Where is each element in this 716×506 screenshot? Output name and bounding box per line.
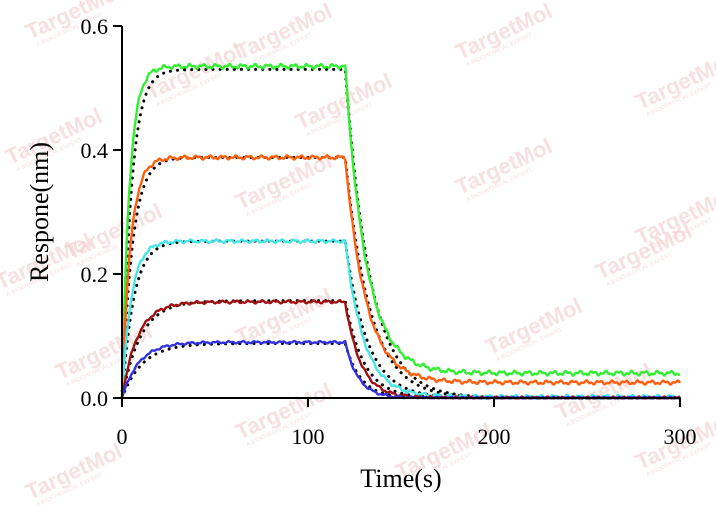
- watermark-brand: TargetMol: [22, 0, 126, 45]
- y-tick-label: 0.2: [81, 262, 109, 287]
- series-orange-line: [120, 154, 681, 399]
- watermark-brand: TargetMol: [232, 283, 336, 349]
- fit-green-line: [120, 67, 682, 400]
- fit-cyan-line: [120, 239, 682, 400]
- ticks: 0 100 200 300 0.0 0.2 0.4 0.6: [81, 14, 697, 449]
- x-tick-label: 0: [117, 424, 128, 449]
- watermark-brand: TargetMol: [292, 68, 396, 134]
- y-tick-label: 0.4: [81, 138, 109, 163]
- x-tick-label: 100: [292, 424, 325, 449]
- y-axis-title: Respone(nm): [25, 142, 54, 282]
- y-tick-label: 0.0: [81, 386, 109, 411]
- watermark-brand: TargetMol: [52, 318, 156, 384]
- axes: [121, 26, 680, 399]
- watermark-brand: TargetMol: [482, 293, 586, 359]
- y-tick-label: 0.6: [81, 14, 109, 39]
- watermark-brand: TargetMol: [452, 0, 556, 65]
- watermark-brand: TargetMol: [452, 133, 556, 199]
- watermark-brand: TargetMol: [232, 0, 336, 65]
- watermark-brand: TargetMol: [22, 438, 126, 504]
- x-tick-label: 200: [478, 424, 511, 449]
- x-axis-title: Time(s): [360, 464, 441, 493]
- watermark-brand: TargetMol: [552, 358, 656, 424]
- series-curves: [120, 62, 681, 400]
- x-tick-label: 300: [664, 424, 697, 449]
- series-green-line: [120, 62, 681, 399]
- fit-curves: [120, 67, 682, 400]
